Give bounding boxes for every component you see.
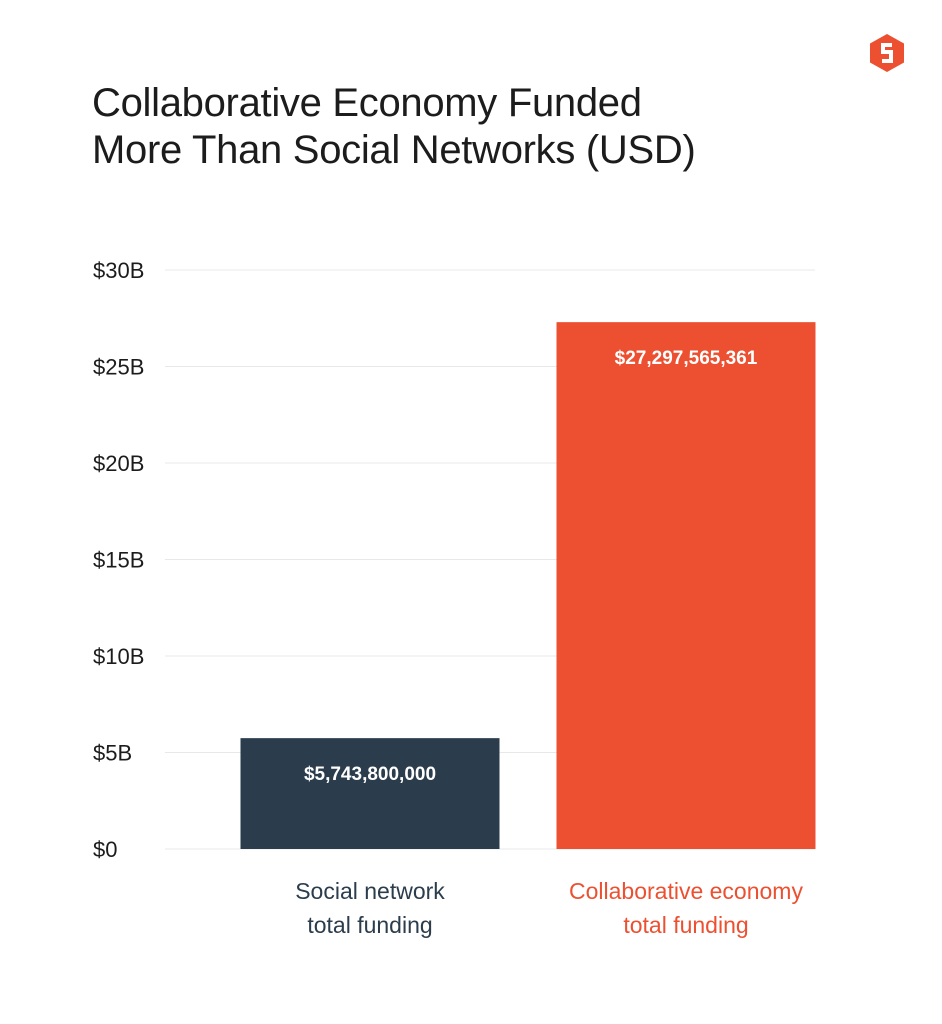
y-tick-label: $30B: [93, 258, 144, 283]
bar: [556, 322, 816, 849]
bars: [240, 322, 816, 849]
y-tick-label: $15B: [93, 548, 144, 573]
data-labels: $5,743,800,000 $27,297,565,361: [304, 348, 758, 785]
category-label: Collaborative economy: [569, 878, 803, 904]
y-tick-label: $20B: [93, 451, 144, 476]
chart-title: Collaborative Economy Funded More Than S…: [92, 80, 852, 174]
bar: [240, 738, 500, 849]
category-label: Social network: [295, 878, 445, 904]
y-tick-label: $0: [93, 837, 117, 862]
category-label: total funding: [307, 912, 432, 938]
chart-title-line-1: Collaborative Economy Funded: [92, 81, 642, 125]
y-tick-label: $10B: [93, 644, 144, 669]
category-labels: Social network total funding Collaborative…: [295, 878, 803, 938]
brand-logo-icon: [870, 34, 904, 72]
data-label: $27,297,565,361: [615, 348, 758, 369]
y-axis-tick-labels: $0 $5B $10B $15B $20B $25B $30B: [93, 258, 144, 862]
data-label: $5,743,800,000: [304, 764, 436, 785]
chart-title-line-2: More Than Social Networks (USD): [92, 128, 696, 172]
y-tick-label: $5B: [93, 741, 132, 766]
y-tick-label: $25B: [93, 355, 144, 380]
category-label: total funding: [623, 912, 748, 938]
